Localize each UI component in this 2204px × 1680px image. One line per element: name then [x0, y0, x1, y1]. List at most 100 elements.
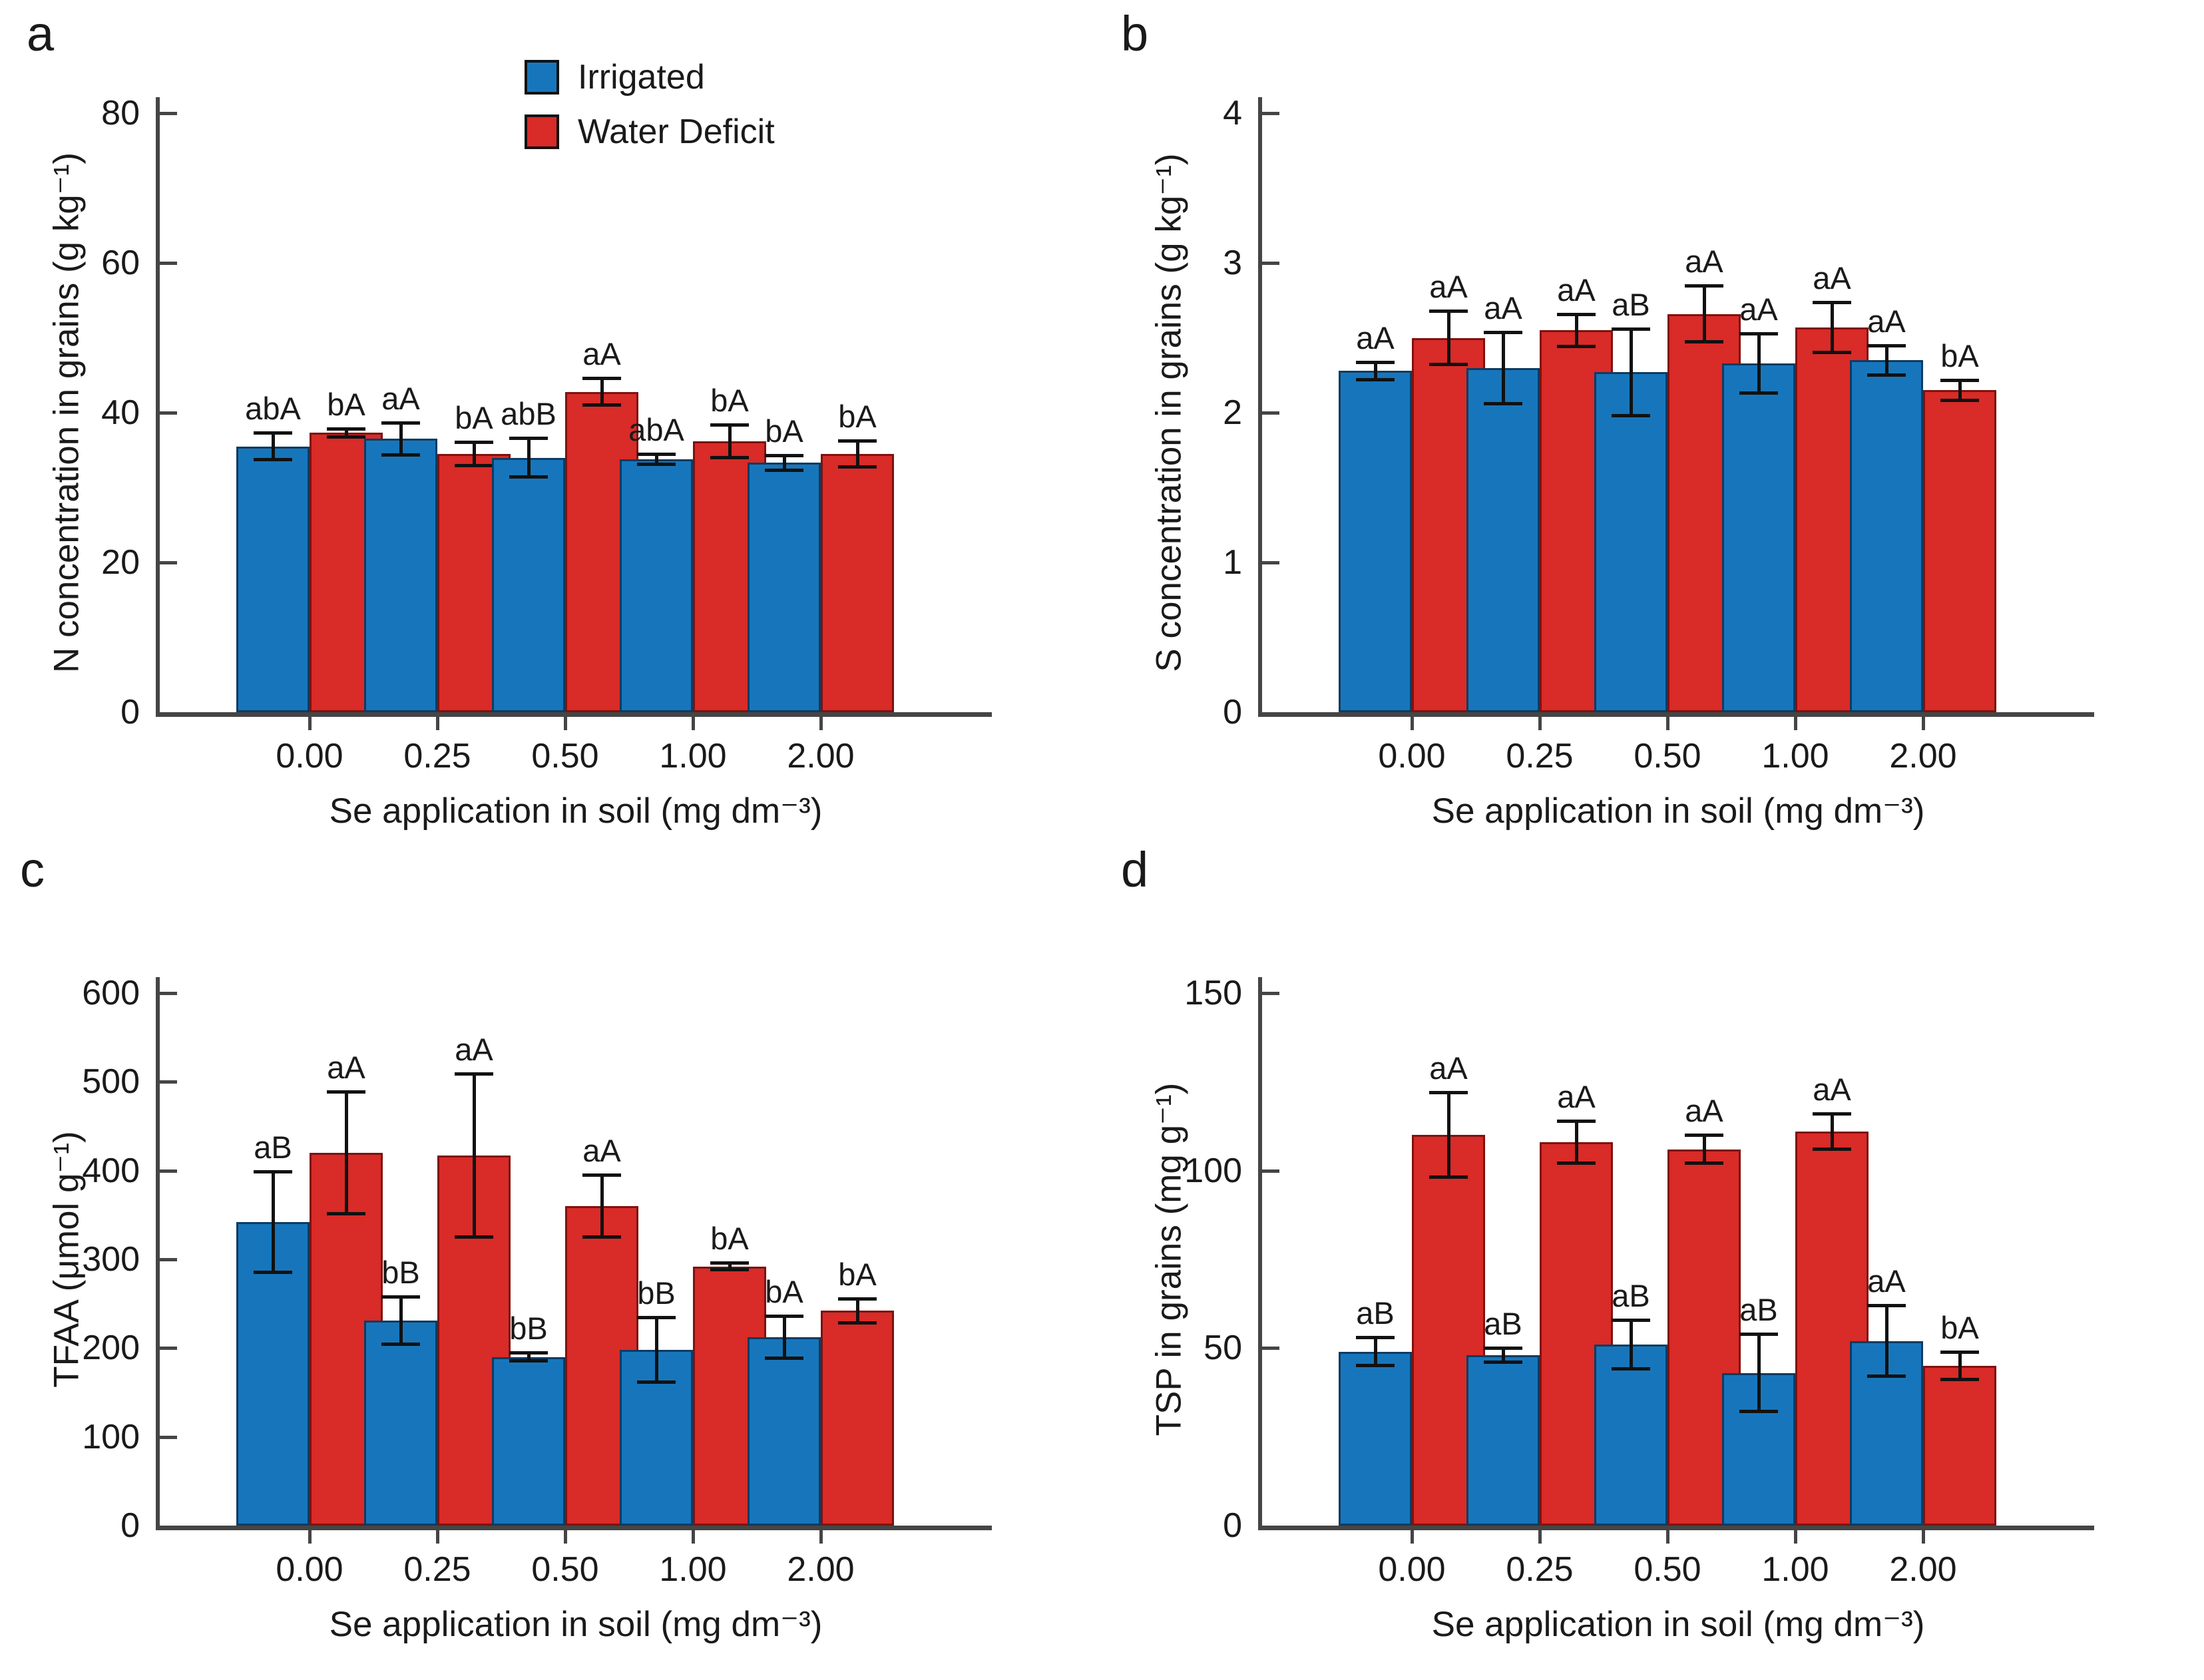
bar-irrigated: [1594, 372, 1667, 712]
x-axis-title: Se application in soil (mg dm⁻³): [329, 1605, 823, 1644]
error-bar-cap-top: [1356, 1336, 1395, 1340]
error-bar-line: [855, 1298, 859, 1323]
significance-letters: aA: [1685, 1093, 1723, 1129]
error-bar-cap-top: [1612, 327, 1650, 331]
error-bar-cap-bottom: [327, 1212, 365, 1215]
error-bar-line: [1830, 302, 1834, 353]
error-bar-cap-bottom: [1612, 1367, 1650, 1371]
panel-letter-b: b: [1121, 6, 1149, 61]
y-tick-label: 400: [82, 1151, 140, 1190]
y-tick: [1262, 561, 1279, 564]
error-bar-cap-top: [1867, 343, 1906, 347]
error-bar-cap-top: [327, 427, 365, 431]
error-bar-cap-top: [1429, 1091, 1468, 1095]
x-tick-label: 0.00: [1378, 1550, 1446, 1589]
error-bar-cap-bottom: [381, 1343, 420, 1346]
x-tick: [564, 717, 567, 730]
x-tick-label: 0.25: [403, 737, 471, 775]
error-bar-cap-bottom: [1612, 413, 1650, 417]
y-axis-line: [1258, 977, 1262, 1530]
error-bar-cap-top: [838, 1297, 877, 1301]
y-axis-title: N concentration in grains (g kg⁻¹): [47, 152, 87, 674]
bar-irrigated: [1466, 1355, 1540, 1526]
irrigated-swatch: [525, 60, 559, 95]
x-tick-label: 2.00: [1889, 1550, 1957, 1589]
error-bar-cap-bottom: [254, 457, 292, 461]
x-tick: [308, 1530, 312, 1544]
x-axis-line: [156, 712, 992, 717]
y-axis-title: TFAA (μmol g⁻¹): [47, 1131, 87, 1388]
x-tick: [1666, 1530, 1669, 1544]
y-tick: [160, 262, 177, 265]
error-bar-cap-bottom: [1557, 1161, 1596, 1165]
error-bar-line: [1574, 1121, 1578, 1163]
error-bar-cap-top: [509, 437, 548, 441]
error-bar-cap-bottom: [254, 1271, 292, 1274]
significance-letters: bB: [509, 1311, 548, 1346]
error-bar-cap-bottom: [509, 475, 548, 479]
error-bar-cap-top: [381, 1295, 420, 1299]
bar-irrigated: [492, 1357, 565, 1526]
y-tick-label: 0: [120, 1506, 140, 1545]
x-tick: [1411, 717, 1414, 730]
x-axis-title: Se application in soil (mg dm⁻³): [1431, 791, 1925, 831]
significance-letters: bA: [327, 386, 365, 422]
error-bar-line: [1884, 1305, 1888, 1376]
significance-letters: bA: [765, 1274, 803, 1310]
error-bar-line: [472, 1074, 476, 1237]
error-bar-cap-top: [1612, 1318, 1650, 1322]
y-tick: [160, 1080, 177, 1084]
y-tick: [1262, 1347, 1279, 1351]
error-bar-line: [600, 1175, 604, 1237]
y-tick-label: 80: [101, 94, 140, 132]
water-deficit-swatch: [525, 114, 559, 149]
significance-letters: bA: [765, 413, 803, 449]
significance-letters: aB: [1739, 1292, 1778, 1327]
y-tick: [160, 561, 177, 564]
y-tick: [1262, 411, 1279, 415]
bar-irrigated: [1594, 1345, 1667, 1526]
y-tick-label: 0: [120, 693, 140, 732]
error-bar-cap-top: [582, 377, 621, 381]
error-bar-cap-top: [1356, 360, 1395, 364]
error-bar-cap-bottom: [455, 463, 493, 467]
error-bar-cap-top: [254, 1170, 292, 1173]
x-tick-label: 0.50: [1634, 737, 1701, 775]
error-bar-line: [1757, 333, 1761, 393]
error-bar-cap-bottom: [1429, 1175, 1468, 1179]
error-bar-cap-bottom: [1484, 401, 1522, 405]
y-tick-label: 300: [82, 1240, 140, 1279]
error-bar-cap-top: [1940, 1350, 1979, 1354]
y-tick-label: 100: [82, 1417, 140, 1456]
error-bar-cap-bottom: [838, 1321, 877, 1325]
x-tick: [1538, 717, 1542, 730]
y-tick-label: 150: [1184, 974, 1242, 1012]
bar-water-deficit: [821, 453, 894, 712]
error-bar-cap-top: [254, 431, 292, 435]
y-axis-line: [156, 977, 160, 1530]
y-tick-label: 4: [1223, 94, 1242, 132]
significance-letters: aA: [1813, 1072, 1851, 1108]
y-tick: [1262, 112, 1279, 115]
error-bar-line: [782, 455, 786, 471]
x-tick: [692, 717, 695, 730]
error-bar-line: [728, 425, 732, 458]
error-bar-cap-top: [509, 1351, 548, 1355]
y-axis-line: [1258, 97, 1262, 717]
significance-letters: aA: [582, 336, 621, 372]
error-bar-cap-bottom: [1356, 377, 1395, 381]
y-tick-label: 0: [1223, 1506, 1242, 1545]
bar-irrigated: [236, 446, 310, 712]
legend: Irrigated Water Deficit: [525, 57, 775, 166]
error-bar-cap-bottom: [381, 453, 420, 457]
x-tick: [819, 1530, 823, 1544]
significance-letters: bA: [710, 1221, 749, 1257]
x-tick: [1411, 1530, 1414, 1544]
significance-letters: aB: [254, 1130, 292, 1165]
error-bar-cap-bottom: [1867, 1374, 1906, 1378]
x-tick: [1794, 1530, 1797, 1544]
error-bar-line: [271, 1171, 275, 1273]
error-bar-cap-top: [1429, 310, 1468, 313]
bar-irrigated: [1466, 367, 1540, 712]
